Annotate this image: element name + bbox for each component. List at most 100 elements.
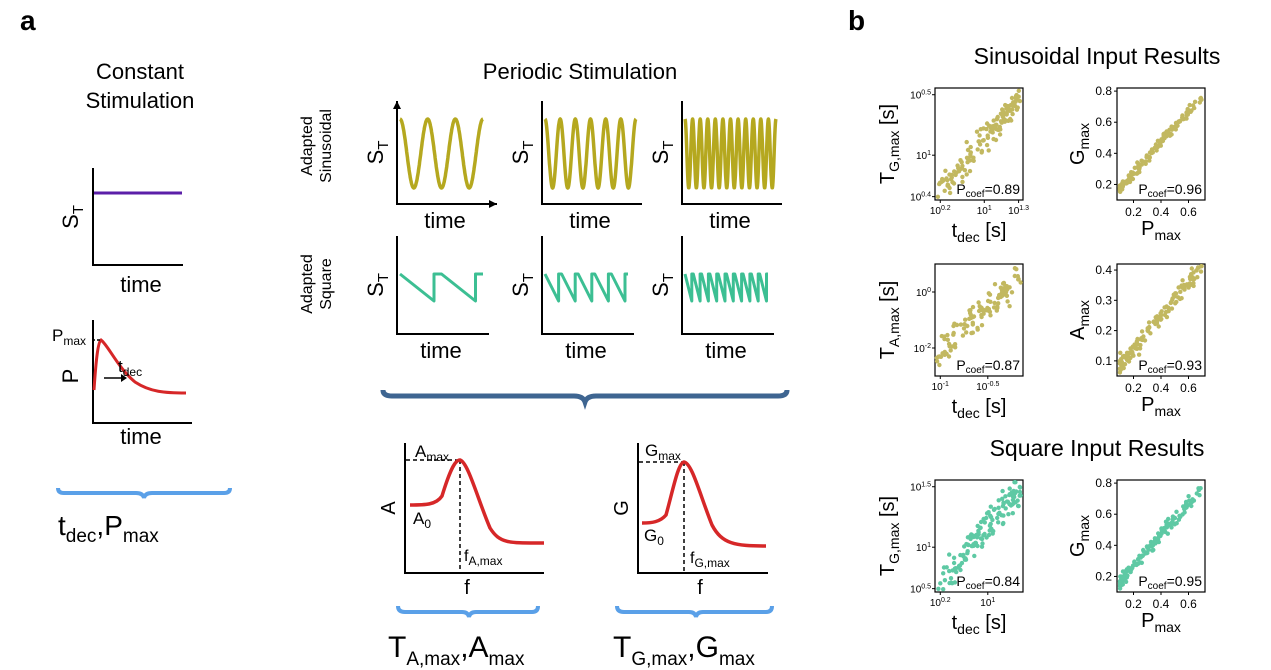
- scatter-point: [1139, 329, 1145, 334]
- y-tick-label: 100.5: [910, 584, 931, 596]
- scatter-point: [1148, 331, 1153, 336]
- sin-wave: [398, 117, 485, 190]
- scatter-point: [977, 304, 982, 309]
- scatter-point: [1117, 358, 1123, 364]
- row-sin-label-line1: Adapted: [299, 116, 316, 176]
- scatter-point: [994, 122, 999, 128]
- scatter-point: [969, 330, 974, 336]
- scatter-point: [1013, 93, 1019, 99]
- scatter-point: [991, 305, 997, 310]
- scatter-point: [952, 342, 958, 347]
- x-axis-label: Pmax: [1141, 218, 1181, 243]
- scatter-point: [958, 158, 963, 163]
- scatter-point: [1179, 283, 1184, 288]
- scatter-points: [935, 88, 1023, 199]
- amax-label: Amax: [415, 442, 449, 464]
- scatter-point: [1124, 357, 1130, 363]
- x-tick-label: 100.2: [930, 205, 951, 217]
- pcoef-annotation: Pcoef=0.84: [956, 573, 1020, 592]
- scatter-point: [1198, 95, 1204, 101]
- mini-x-label: time: [569, 208, 611, 233]
- amplitude-y-label: A: [378, 501, 400, 515]
- x-tick-label: 101.3: [1008, 205, 1029, 217]
- scatter-point: [1164, 314, 1170, 320]
- scatter-point: [970, 533, 975, 538]
- scatter-sin_G: 0.2 0.4 0.6 0.2 0.4 0.6 0.8 Pcoef=0.96 Pmax Gmax: [1067, 84, 1206, 243]
- scatter-point: [1172, 522, 1177, 527]
- x-tick-label: 10-0.5: [976, 381, 999, 393]
- scatter-point: [1007, 304, 1012, 309]
- scatter-point: [1176, 517, 1182, 522]
- scatter-point: [953, 345, 958, 350]
- axis-ticks: 100.2 101 101.3 100.4 101 100.5: [910, 90, 1029, 217]
- pcoef-annotation: Pcoef=0.95: [1138, 573, 1202, 592]
- scatter-point: [995, 305, 1000, 311]
- scatter-point: [979, 148, 985, 154]
- scatter-point: [981, 533, 986, 538]
- scatter-point: [1127, 350, 1132, 356]
- scatter-point: [991, 528, 996, 534]
- sin-mini-plot-1: ST time: [363, 101, 497, 233]
- scatter-point: [1142, 338, 1148, 343]
- scatter-point: [1152, 536, 1158, 541]
- x-tick-label: 101: [977, 205, 992, 217]
- scatter-point: [1119, 366, 1125, 371]
- scatter-point: [1130, 170, 1136, 175]
- fgmax-label: fG,max: [690, 550, 730, 570]
- panel-b-label: b: [848, 5, 865, 36]
- scatter-point: [1010, 111, 1015, 117]
- sin-mini-plot-2: ST time: [508, 101, 642, 233]
- scatter-point: [1199, 264, 1204, 269]
- scatter-point: [964, 155, 970, 160]
- scatter-point: [976, 300, 981, 305]
- scatter-point: [954, 322, 960, 328]
- y-tick-label: 0.8: [1095, 476, 1112, 490]
- scatter-point: [979, 314, 984, 320]
- scatter-point: [1188, 276, 1193, 281]
- scatter-point: [1174, 509, 1179, 514]
- sin-mini-plot-3: ST time: [648, 101, 782, 233]
- square-mini-plot-1: ST time: [363, 236, 489, 363]
- scatter-point: [996, 505, 1001, 510]
- scatter-point: [961, 326, 967, 331]
- scatter-point: [971, 542, 976, 547]
- scatter-point: [1189, 266, 1195, 271]
- scatter-point: [1185, 106, 1190, 112]
- scatter-point: [1133, 345, 1138, 350]
- scatter-point: [965, 551, 970, 556]
- scatter-point: [1174, 299, 1179, 305]
- constant-y-label: ST: [58, 205, 87, 229]
- scatter-point: [976, 528, 981, 533]
- scatter-point: [968, 308, 973, 313]
- scatter-point: [957, 563, 963, 568]
- scatter-point: [944, 176, 949, 182]
- sin-wave: [543, 117, 638, 190]
- scatter-point: [975, 327, 980, 332]
- scatter-point: [1144, 544, 1150, 549]
- scatter-point: [1192, 105, 1197, 111]
- scatter-point: [938, 581, 943, 586]
- plot-frame: [934, 479, 1024, 593]
- scatter-point: [1164, 304, 1169, 309]
- decay-x-label: time: [120, 424, 162, 449]
- scatter-point: [1141, 334, 1146, 339]
- gmax-label: Gmax: [645, 441, 681, 463]
- x-tick-label: 0.6: [1180, 381, 1197, 395]
- scatter-point: [1136, 164, 1141, 169]
- scatter-point: [993, 126, 999, 132]
- scatter-point: [981, 311, 986, 316]
- x-tick-label: 100.2: [930, 597, 951, 609]
- scatter-point: [1147, 158, 1152, 163]
- y-axis-label: TG,max [s]: [877, 496, 902, 576]
- scatter-point: [1001, 116, 1007, 122]
- amplitude-curve: [409, 458, 545, 545]
- scatter-point: [956, 165, 961, 171]
- scatter-point: [953, 566, 958, 571]
- scatter-point: [1198, 269, 1204, 274]
- scatter-point: [1004, 293, 1010, 298]
- scatter-point: [984, 511, 990, 516]
- scatter-point: [999, 290, 1005, 295]
- scatter-point: [1017, 484, 1022, 490]
- scatter-point: [1136, 352, 1142, 357]
- scatter-point: [1151, 547, 1156, 553]
